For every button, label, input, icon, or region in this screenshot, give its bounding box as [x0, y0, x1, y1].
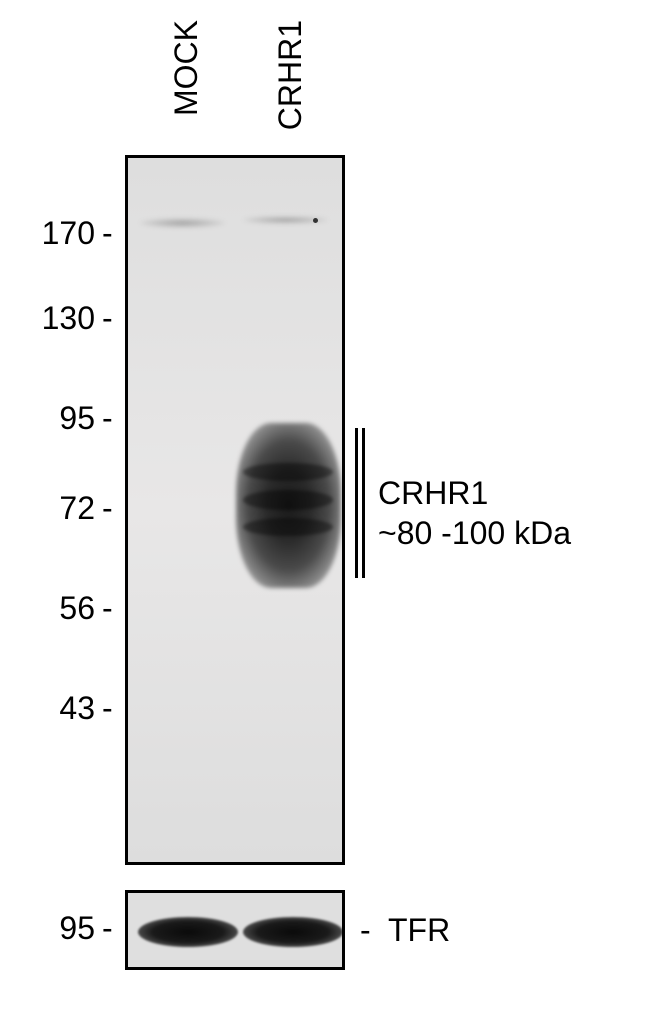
mw-label-43: 43 — [0, 690, 95, 727]
tfr-band-lane1 — [138, 917, 238, 947]
mw-label-95: 95 — [0, 400, 95, 437]
artifact-dot — [313, 218, 318, 223]
faint-band-mock-170 — [140, 218, 225, 228]
mw-tick-56: - — [102, 590, 113, 627]
mw-tick-43: - — [102, 690, 113, 727]
mw-tick-95: - — [102, 400, 113, 437]
lane-label-crhr1: CRHR1 — [272, 20, 309, 130]
crhr1-band-stripe2 — [243, 490, 333, 510]
tfr-band-lane2 — [243, 917, 343, 947]
western-blot-loading — [125, 890, 345, 970]
mw-tick-130: - — [102, 300, 113, 337]
bracket-line-2 — [362, 428, 365, 578]
loading-control-dash: - — [360, 912, 371, 949]
mw-label-72: 72 — [0, 490, 95, 527]
target-mw-label: ~80 -100 kDa — [378, 515, 571, 552]
mw-label-95-loading: 95 — [0, 910, 95, 947]
mw-tick-170: - — [102, 215, 113, 252]
bracket-line-1 — [355, 428, 358, 578]
mw-tick-72: - — [102, 490, 113, 527]
crhr1-band-stripe3 — [243, 518, 333, 536]
mw-tick-95-loading: - — [102, 910, 113, 947]
lane-label-mock: MOCK — [168, 20, 205, 116]
mw-label-130: 130 — [0, 300, 95, 337]
mw-label-170: 170 — [0, 215, 95, 252]
mw-label-56: 56 — [0, 590, 95, 627]
target-protein-label: CRHR1 — [378, 475, 488, 512]
loading-control-label: TFR — [388, 912, 450, 949]
western-blot-main — [125, 155, 345, 865]
crhr1-band-stripe1 — [243, 463, 333, 481]
